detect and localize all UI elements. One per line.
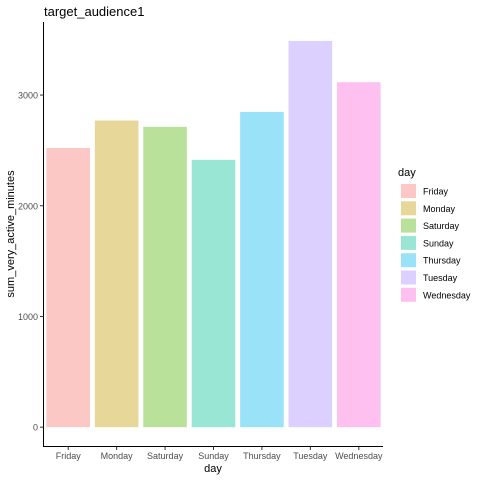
x-tick-label: Sunday [198,451,229,461]
y-tick-label: 2000 [18,201,38,211]
chart-title: target_audience1 [44,4,144,19]
y-axis-ticks: 0 1000 2000 3000 [18,91,44,433]
legend-key-tuesday [401,270,416,285]
legend-key-sunday [401,235,416,250]
legend-title: day [398,167,416,179]
x-tick-label: Wednesday [335,451,383,461]
legend-label: Wednesday [423,290,471,300]
x-tick-label: Thursday [243,451,281,461]
legend-label: Thursday [423,256,461,266]
legend-key-thursday [401,253,416,268]
legend-label: Monday [423,204,456,214]
y-tick-label: 0 [33,423,38,433]
bar-sunday [191,159,236,428]
y-tick-label: 3000 [18,91,38,101]
x-axis-ticks: Friday Monday Saturday Sunday Thursday Tuesda… [56,446,383,461]
x-tick-label: Tuesday [293,451,328,461]
bar-wednesday [336,82,381,428]
y-axis-label: sum_very_active_minutes [5,170,17,298]
legend-key-wednesday [401,287,416,302]
legend-label: Tuesday [423,273,458,283]
x-tick-label: Saturday [147,451,184,461]
bar-tuesday [288,40,333,428]
x-axis-label: day [204,463,222,475]
bar-saturday [143,126,187,428]
bar-monday [94,120,139,428]
legend-label: Sunday [423,238,454,248]
legend-label: Saturday [423,221,460,231]
legend: day Friday Monday Saturday Sunday Thursday Tu… [398,167,471,302]
legend-key-friday [401,184,416,198]
bar-series [46,40,381,428]
x-tick-label: Monday [101,451,134,461]
y-tick-label: 1000 [18,312,38,322]
legend-key-monday [401,201,416,216]
x-tick-label: Friday [56,451,82,461]
bar-friday [46,147,91,428]
legend-label: Friday [423,187,449,197]
legend-key-saturday [401,218,416,233]
bar-thursday [240,111,284,428]
